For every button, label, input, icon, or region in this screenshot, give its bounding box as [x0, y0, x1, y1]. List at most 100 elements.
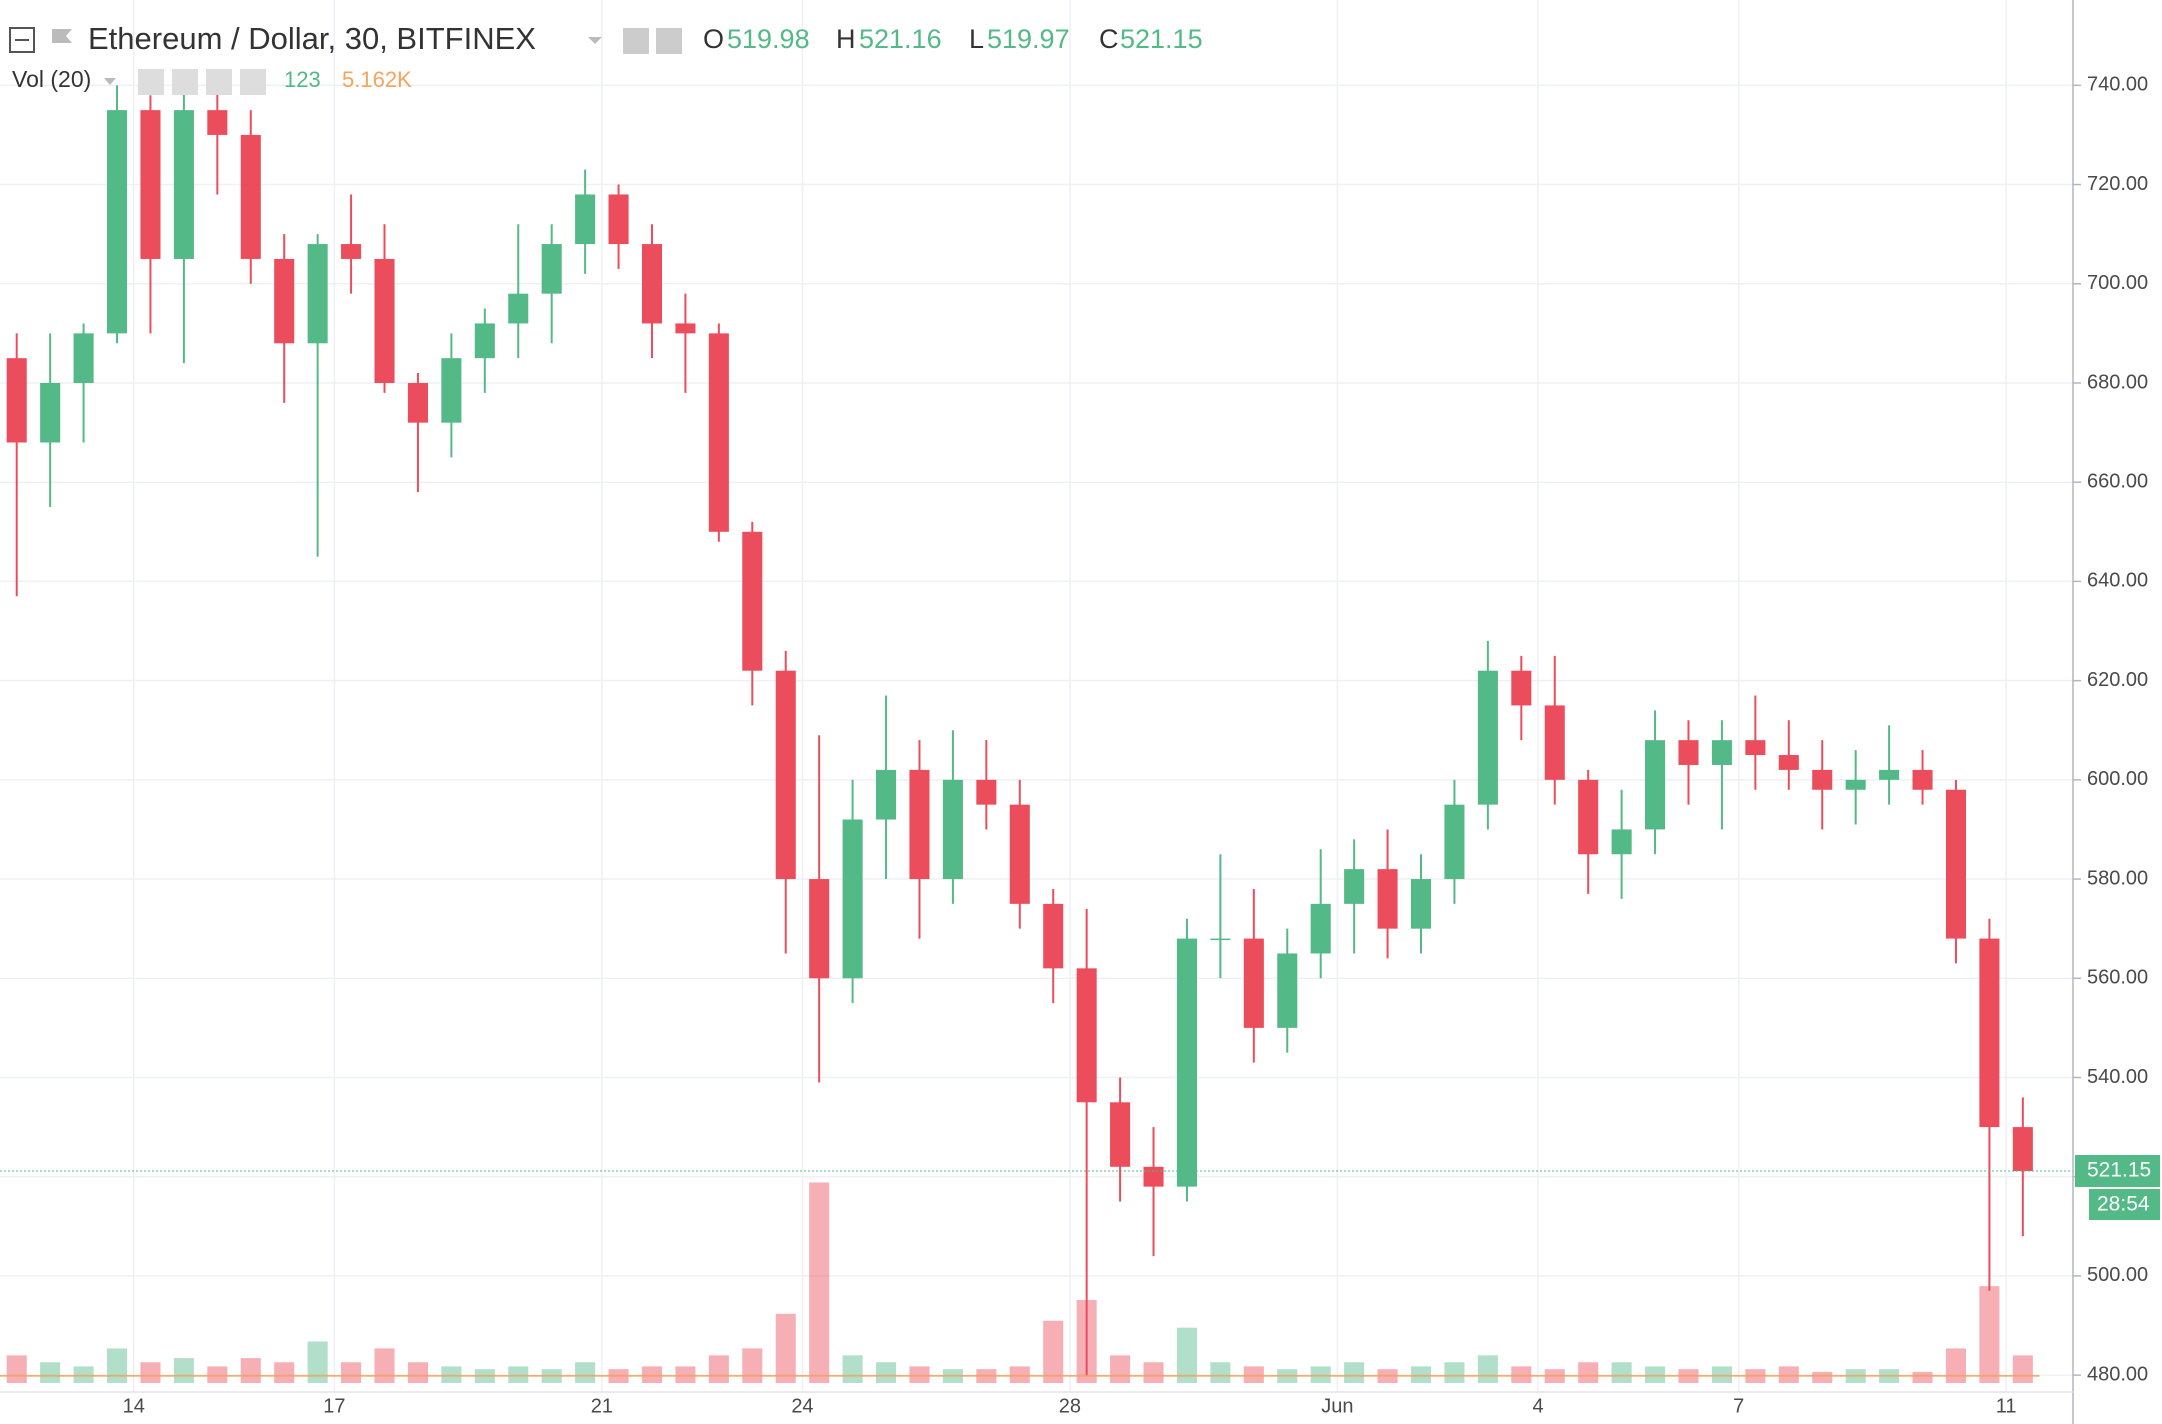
- volume-menu[interactable]: [104, 78, 116, 85]
- volume-bar: [1210, 1362, 1231, 1383]
- volume-bar: [909, 1366, 930, 1383]
- axes: 480.00500.00520.00540.00560.00580.00600.…: [123, 74, 2160, 1417]
- y-tick-label: 740.00: [2087, 74, 2148, 96]
- volume-bar: [341, 1362, 362, 1383]
- legend-key: O: [703, 24, 724, 54]
- volume-eye[interactable]: [138, 69, 164, 95]
- volume-title: Vol (20): [12, 66, 91, 92]
- candle-body: [641, 244, 663, 324]
- ohlc-legend: O 519.98 H 521.16 L 519.97 C 521.15: [703, 24, 1203, 54]
- settings-button[interactable]: [656, 28, 682, 54]
- candle-body: [6, 358, 27, 443]
- legend-key: H: [836, 24, 856, 54]
- candle-body: [1745, 740, 1766, 756]
- candle-body: [1879, 769, 1900, 780]
- y-tick-label: 680.00: [2087, 371, 2148, 393]
- y-tick-label: 640.00: [2087, 570, 2148, 592]
- candle-body: [1009, 804, 1030, 904]
- y-tick-label: 600.00: [2087, 768, 2148, 790]
- candle-body: [942, 779, 963, 880]
- x-tick-label: 17: [323, 1395, 345, 1417]
- volume-bar: [1043, 1320, 1064, 1383]
- candle-body: [1043, 903, 1064, 969]
- volume-bar: [1344, 1362, 1365, 1383]
- volume-add[interactable]: [206, 69, 232, 95]
- volume-bar: [1578, 1362, 1599, 1383]
- candle-body: [742, 531, 763, 671]
- volume-bar: [441, 1366, 462, 1383]
- volume-bar: [1143, 1362, 1164, 1383]
- volume-settings[interactable]: [172, 69, 198, 95]
- candle-body: [675, 323, 696, 334]
- volume-bar: [1310, 1366, 1331, 1383]
- x-tick-label: 28: [1059, 1395, 1081, 1417]
- legend-key: C: [1099, 24, 1119, 54]
- volume-bar: [73, 1366, 94, 1383]
- y-tick-label: 580.00: [2087, 867, 2148, 889]
- volume-bar: [1778, 1366, 1799, 1383]
- candle-body: [73, 333, 94, 383]
- volume-bar: [876, 1362, 897, 1383]
- candle-body: [173, 110, 194, 259]
- volume-bar: [40, 1362, 61, 1383]
- candle-body: [575, 194, 596, 245]
- volume-bar: [1912, 1371, 1933, 1383]
- y-tick-label: 620.00: [2087, 669, 2148, 691]
- legend-value: 519.98: [727, 24, 810, 54]
- x-tick-label: 21: [591, 1395, 613, 1417]
- symbol-menu[interactable]: [588, 37, 602, 44]
- volume-bar: [1477, 1355, 1498, 1383]
- candle-body: [1410, 879, 1432, 929]
- x-tick-label: 24: [791, 1395, 813, 1417]
- collapse-button[interactable]: [9, 27, 35, 53]
- candle-body: [1945, 789, 1967, 939]
- y-tick-label: 660.00: [2087, 470, 2148, 492]
- candle-body: [106, 110, 128, 334]
- candle-body: [842, 819, 863, 979]
- candle-body: [1444, 804, 1465, 880]
- volume-bar: [6, 1355, 27, 1383]
- candle-body: [374, 258, 395, 383]
- countdown-tag: [2089, 1188, 2160, 1220]
- y-tick-label: 560.00: [2087, 967, 2148, 989]
- volume-bar: [106, 1348, 128, 1383]
- y-tick-label: 480.00: [2087, 1363, 2148, 1385]
- volume-bar: [675, 1366, 696, 1383]
- candle-body: [207, 110, 228, 135]
- volume-bar: [140, 1362, 161, 1383]
- legend-value: 521.15: [1120, 24, 1203, 54]
- x-tick-label: Jun: [1321, 1395, 1353, 1417]
- legend-key: L: [969, 24, 984, 54]
- volume-bar: [708, 1355, 729, 1383]
- y-tick-label: 500.00: [2087, 1264, 2148, 1286]
- x-tick-label: 14: [123, 1395, 145, 1417]
- y-tick-label: 720.00: [2087, 173, 2148, 195]
- x-tick-label: 7: [1733, 1395, 1744, 1417]
- candle-body: [274, 258, 295, 344]
- candle-body: [1578, 779, 1599, 855]
- volume-bar: [1444, 1362, 1465, 1383]
- candle-body: [1277, 953, 1298, 1028]
- volume-bar: [1110, 1355, 1131, 1383]
- countdown-label: 28:54: [2097, 1193, 2150, 1216]
- volume-bar: [1611, 1362, 1632, 1383]
- volume-bar: [2012, 1355, 2033, 1383]
- candle-body: [909, 769, 930, 880]
- volume-remove[interactable]: [240, 69, 266, 95]
- candle-body: [1511, 670, 1532, 706]
- candle-body: [1711, 740, 1732, 765]
- volume-bar: [809, 1182, 830, 1383]
- eye-button[interactable]: [623, 28, 649, 54]
- y-tick-label: 700.00: [2087, 272, 2148, 294]
- volume-bar: [274, 1362, 295, 1383]
- candle-body: [1243, 938, 1264, 1028]
- candle-body: [40, 382, 61, 443]
- candle-body: [1110, 1102, 1131, 1167]
- volume-bar: [1711, 1366, 1732, 1383]
- candle-body: [976, 779, 997, 805]
- candle-body: [474, 323, 495, 359]
- candle-body: [2012, 1127, 2033, 1171]
- legend-value: 519.97: [987, 24, 1070, 54]
- last-price-label: 521.15: [2087, 1159, 2151, 1182]
